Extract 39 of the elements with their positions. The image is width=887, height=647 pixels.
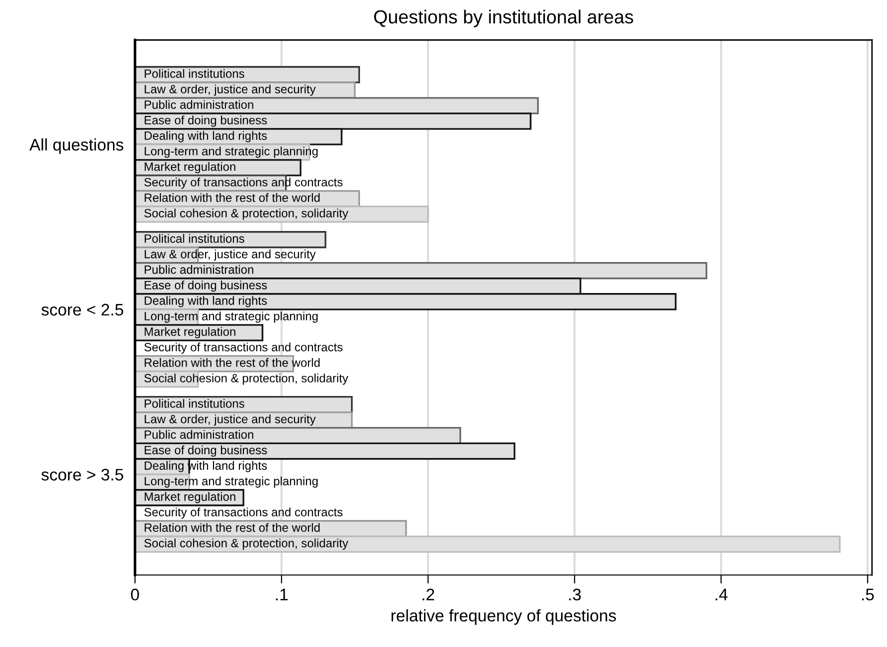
- x-tick-label: .2: [422, 588, 434, 600]
- series-label: Dealing with land rights: [144, 131, 267, 142]
- text: Security of transactions and contracts: [144, 342, 343, 354]
- text: Law & order, justice and security: [144, 250, 316, 261]
- series-label: Law & order, justice and security: [144, 84, 316, 96]
- x-axis-title: relative frequency of questions: [392, 609, 616, 625]
- text: Political institutions: [144, 399, 244, 408]
- text: Social cohesion & protection, solidarity: [144, 208, 348, 220]
- series-label: Long-term and strategic planning: [144, 312, 318, 323]
- text: Market regulation: [144, 327, 236, 338]
- y-tick-label: score < 2.5: [41, 304, 124, 316]
- text: Relation with the rest of the world: [144, 523, 320, 532]
- text: Long-term and strategic planning: [144, 476, 318, 488]
- text: Relation with the rest of the world: [144, 358, 320, 367]
- series-label: Relation with the rest of the world: [144, 193, 320, 202]
- text: Law & order, justice and security: [144, 414, 316, 426]
- text: Public administration: [144, 265, 254, 274]
- series-label: Market regulation: [144, 162, 236, 174]
- series-label: Ease of doing business: [144, 116, 267, 127]
- text: Public administration: [144, 430, 254, 439]
- text: Security of transactions and contracts: [144, 508, 343, 519]
- text: Social cohesion & protection, solidarity: [144, 374, 348, 385]
- text: Long-term and strategic planning: [144, 146, 318, 158]
- x-tick-label: .5: [862, 588, 874, 600]
- series-label: Political institutions: [144, 234, 244, 243]
- x-tick-label: .3: [569, 588, 581, 600]
- text: Ease of doing business: [144, 446, 267, 457]
- y-tick-label: score > 3.5: [41, 468, 124, 481]
- series-label: Social cohesion & protection, solidarity: [144, 538, 348, 550]
- x-tick-label: .4: [716, 588, 728, 600]
- x-tick-label: 0: [131, 588, 139, 600]
- text: Market regulation: [144, 492, 236, 504]
- text: Political institutions: [144, 69, 244, 78]
- y-tick-label: All questions: [29, 138, 124, 154]
- chart-title: Questions by institutional areas: [374, 10, 634, 28]
- text: Ease of doing business: [144, 280, 267, 292]
- series-label: Public administration: [144, 100, 254, 109]
- x-tick-label: .1: [276, 588, 288, 600]
- text: Dealing with land rights: [144, 296, 267, 308]
